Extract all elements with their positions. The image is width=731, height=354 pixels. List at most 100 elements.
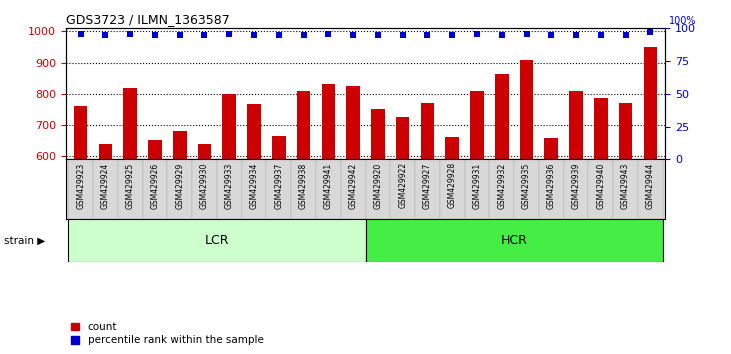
Text: GSM429935: GSM429935 [522, 162, 531, 209]
Text: GSM429922: GSM429922 [398, 162, 407, 209]
Bar [74, 106, 88, 343]
Bar [242, 159, 266, 219]
Text: GSM429920: GSM429920 [374, 162, 382, 209]
Point [75, 31, 86, 36]
Point [570, 32, 582, 38]
Bar [594, 98, 607, 343]
Text: GSM429943: GSM429943 [621, 162, 630, 209]
Bar [366, 159, 390, 219]
Bar [247, 104, 261, 343]
Bar [222, 94, 236, 343]
Point [447, 32, 458, 38]
Text: HCR: HCR [501, 234, 528, 247]
Bar [643, 47, 657, 343]
Bar [415, 159, 440, 219]
Point [224, 31, 235, 36]
Text: GSM429944: GSM429944 [646, 162, 655, 209]
Bar [148, 140, 162, 343]
Text: GSM429940: GSM429940 [596, 162, 605, 209]
Legend: count, percentile rank within the sample: count, percentile rank within the sample [71, 322, 264, 345]
Text: LCR: LCR [205, 234, 229, 247]
Text: GSM429934: GSM429934 [249, 162, 259, 209]
Point [372, 32, 384, 38]
Point [347, 32, 359, 38]
Point [149, 32, 161, 38]
Bar [564, 159, 588, 219]
Bar [346, 86, 360, 343]
Point [397, 32, 409, 38]
Point [174, 32, 186, 38]
Bar [539, 159, 564, 219]
Bar [514, 159, 539, 219]
Bar [68, 219, 366, 262]
Text: GSM429936: GSM429936 [547, 162, 556, 209]
Bar [470, 91, 484, 343]
Text: GSM429941: GSM429941 [324, 162, 333, 209]
Point [422, 32, 433, 38]
Text: GSM429929: GSM429929 [175, 162, 184, 209]
Point [99, 32, 111, 38]
Bar [99, 144, 113, 343]
Point [249, 32, 260, 38]
Bar [445, 137, 459, 343]
Bar [618, 103, 632, 343]
Text: GSM429933: GSM429933 [224, 162, 234, 209]
Point [496, 32, 507, 38]
Text: strain ▶: strain ▶ [4, 236, 45, 246]
Text: GSM429930: GSM429930 [200, 162, 209, 209]
Point [620, 32, 632, 38]
Point [520, 31, 532, 36]
Point [545, 32, 557, 38]
Bar [341, 159, 366, 219]
Text: GSM429931: GSM429931 [472, 162, 482, 209]
Point [298, 32, 309, 38]
Text: GSM429927: GSM429927 [423, 162, 432, 209]
Bar [390, 159, 415, 219]
Text: GDS3723 / ILMN_1363587: GDS3723 / ILMN_1363587 [66, 13, 230, 26]
Bar [322, 84, 335, 343]
Text: GSM429942: GSM429942 [349, 162, 357, 209]
Bar [68, 159, 93, 219]
Point [124, 31, 136, 36]
Bar [143, 159, 167, 219]
Bar [197, 144, 211, 343]
Bar [266, 159, 291, 219]
Bar [291, 159, 316, 219]
Point [199, 32, 211, 38]
Point [322, 31, 334, 36]
Text: GSM429939: GSM429939 [572, 162, 580, 209]
Bar [520, 59, 534, 343]
Text: GSM429923: GSM429923 [76, 162, 85, 209]
Bar [167, 159, 192, 219]
Point [645, 29, 656, 35]
Text: GSM429926: GSM429926 [151, 162, 159, 209]
Bar [297, 91, 311, 343]
Bar [495, 74, 509, 343]
Bar [217, 159, 242, 219]
Bar [465, 159, 489, 219]
Bar [371, 109, 385, 343]
Text: GSM429925: GSM429925 [126, 162, 135, 209]
Bar [173, 131, 186, 343]
Bar [440, 159, 465, 219]
Bar [613, 159, 638, 219]
Text: GSM429928: GSM429928 [447, 162, 457, 209]
Bar [118, 159, 143, 219]
Text: GSM429932: GSM429932 [497, 162, 507, 209]
Bar [272, 136, 286, 343]
Bar [638, 159, 663, 219]
Bar [124, 87, 137, 343]
Text: GSM429937: GSM429937 [274, 162, 284, 209]
Bar [588, 159, 613, 219]
Bar [489, 159, 514, 219]
Bar [93, 159, 118, 219]
Text: GSM429938: GSM429938 [299, 162, 308, 209]
Bar [192, 159, 217, 219]
Bar [366, 219, 663, 262]
Bar [316, 159, 341, 219]
Bar [396, 116, 409, 343]
Bar [420, 103, 434, 343]
Point [273, 32, 284, 38]
Bar [545, 138, 558, 343]
Point [471, 31, 482, 36]
